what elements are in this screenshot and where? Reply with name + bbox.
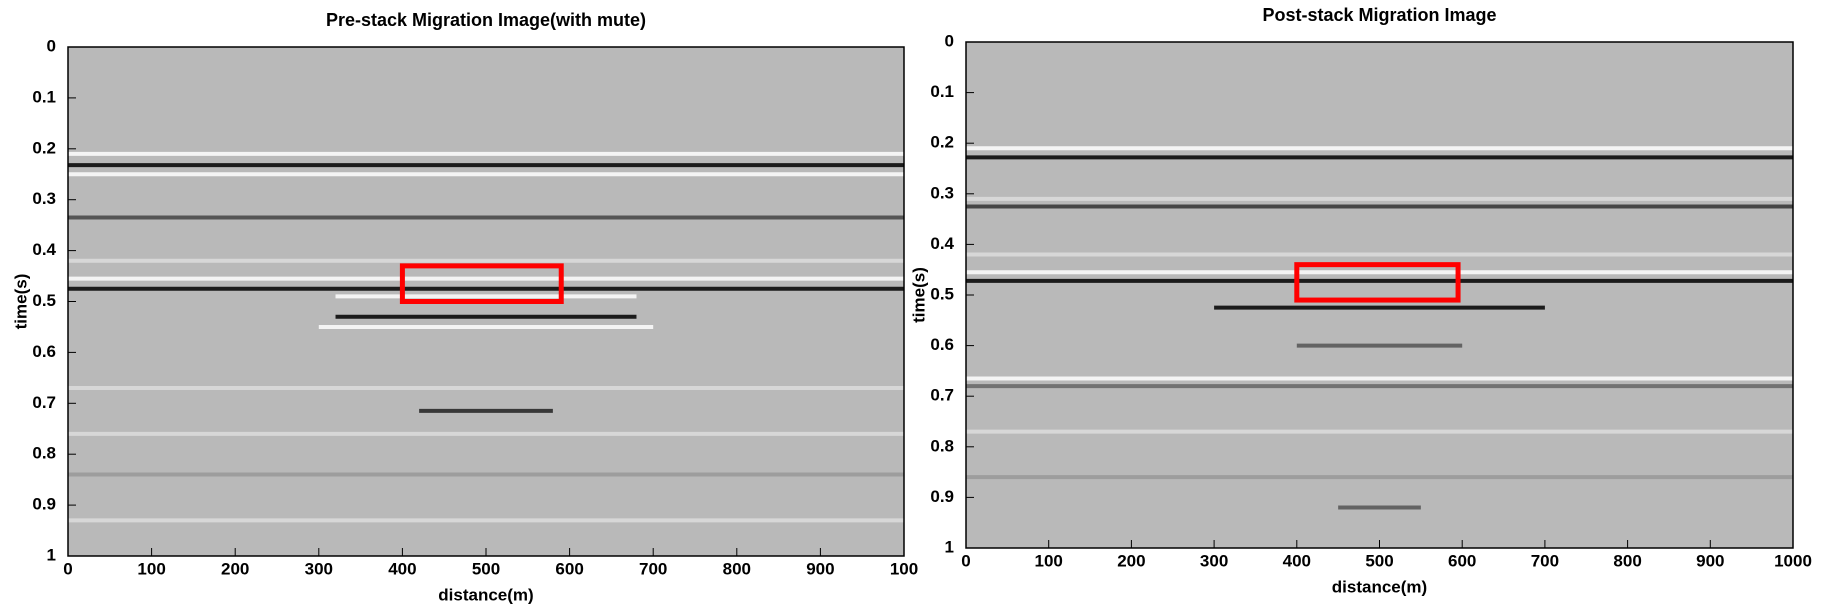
x-axis-label: distance(m) xyxy=(438,585,533,604)
x-tick-label: 500 xyxy=(472,559,500,578)
highlight-box xyxy=(399,263,564,304)
y-tick-label: 0.5 xyxy=(930,284,954,303)
y-tick-label: 0.7 xyxy=(930,386,954,405)
y-tick-label: 0.2 xyxy=(930,133,954,152)
chart-title: Pre-stack Migration Image(with mute) xyxy=(326,10,646,30)
y-tick-label: 0.2 xyxy=(32,138,56,157)
y-axis-label: time(s) xyxy=(11,274,30,330)
x-tick-label: 600 xyxy=(1448,551,1476,570)
x-tick-label: 900 xyxy=(806,559,834,578)
x-tick-label: 100 xyxy=(137,559,165,578)
y-tick-label: 1 xyxy=(47,545,56,564)
x-tick-label: 200 xyxy=(221,559,249,578)
x-tick-label: 900 xyxy=(1696,551,1724,570)
y-tick-label: 0.5 xyxy=(32,291,56,310)
y-tick-label: 0.8 xyxy=(930,436,954,455)
x-tick-label: 400 xyxy=(1283,551,1311,570)
x-tick-label: 700 xyxy=(639,559,667,578)
x-tick-label: 300 xyxy=(305,559,333,578)
y-tick-label: 0.1 xyxy=(930,82,954,101)
x-tick-label: 0 xyxy=(961,551,970,570)
x-tick-label: 1000 xyxy=(1774,551,1812,570)
y-tick-label: 0.4 xyxy=(32,240,56,259)
y-tick-label: 0.9 xyxy=(32,495,56,514)
y-tick-label: 0.3 xyxy=(32,189,56,208)
y-tick-label: 0.7 xyxy=(32,393,56,412)
x-tick-label: 600 xyxy=(555,559,583,578)
y-tick-label: 0.1 xyxy=(32,87,56,106)
x-tick-label: 800 xyxy=(1613,551,1641,570)
y-tick-label: 0 xyxy=(945,31,954,50)
x-tick-label: 300 xyxy=(1200,551,1228,570)
y-tick-label: 0.4 xyxy=(930,234,954,253)
image-background xyxy=(966,42,1793,548)
y-tick-label: 0.8 xyxy=(32,444,56,463)
chart-title: Post-stack Migration Image xyxy=(1262,5,1496,25)
y-tick-label: 0.9 xyxy=(930,487,954,506)
x-tick-label: 400 xyxy=(388,559,416,578)
y-tick-label: 0.6 xyxy=(930,335,954,354)
y-tick-label: 1 xyxy=(945,537,954,556)
x-tick-label: 800 xyxy=(723,559,751,578)
x-tick-label: 100 xyxy=(1035,551,1063,570)
y-axis-label: time(s) xyxy=(909,267,928,323)
y-tick-label: 0 xyxy=(47,36,56,55)
x-tick-label: 100 xyxy=(890,559,918,578)
x-tick-label: 200 xyxy=(1117,551,1145,570)
x-tick-label: 0 xyxy=(63,559,72,578)
x-axis-label: distance(m) xyxy=(1332,577,1427,596)
y-tick-label: 0.6 xyxy=(32,342,56,361)
x-tick-label: 500 xyxy=(1365,551,1393,570)
y-tick-label: 0.3 xyxy=(930,183,954,202)
highlight-box xyxy=(1294,262,1461,303)
x-tick-label: 700 xyxy=(1531,551,1559,570)
